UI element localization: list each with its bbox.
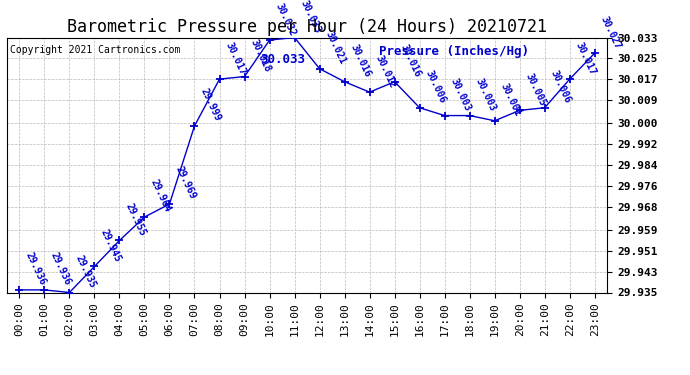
Text: 30.017: 30.017 — [224, 40, 248, 76]
Text: 30.032: 30.032 — [274, 1, 297, 38]
Text: 30.018: 30.018 — [248, 38, 273, 74]
Text: 30.017: 30.017 — [574, 40, 598, 76]
Text: 30.005: 30.005 — [524, 71, 548, 108]
Text: 29.945: 29.945 — [99, 228, 123, 264]
Text: 30.033: 30.033 — [299, 0, 323, 35]
Text: Pressure (Inches/Hg): Pressure (Inches/Hg) — [379, 45, 529, 58]
Text: 30.001: 30.001 — [499, 82, 523, 118]
Text: 30.012: 30.012 — [374, 53, 397, 89]
Text: 30.006: 30.006 — [549, 69, 573, 105]
Title: Barometric Pressure per Hour (24 Hours) 20210721: Barometric Pressure per Hour (24 Hours) … — [67, 18, 547, 36]
Text: 29.935: 29.935 — [74, 254, 97, 290]
Text: 30.033: 30.033 — [260, 53, 305, 66]
Text: 30.003: 30.003 — [474, 76, 497, 113]
Text: 29.955: 29.955 — [124, 201, 148, 238]
Text: 29.964: 29.964 — [148, 178, 172, 214]
Text: 29.936: 29.936 — [48, 251, 72, 287]
Text: 30.027: 30.027 — [599, 14, 623, 50]
Text: 29.999: 29.999 — [199, 87, 223, 123]
Text: 29.969: 29.969 — [174, 165, 197, 201]
Text: 30.016: 30.016 — [399, 43, 423, 79]
Text: 30.021: 30.021 — [324, 30, 348, 66]
Text: 29.936: 29.936 — [23, 251, 48, 287]
Text: 30.003: 30.003 — [448, 76, 473, 113]
Text: Copyright 2021 Cartronics.com: Copyright 2021 Cartronics.com — [10, 45, 180, 55]
Text: 30.016: 30.016 — [348, 43, 373, 79]
Text: 30.006: 30.006 — [424, 69, 448, 105]
